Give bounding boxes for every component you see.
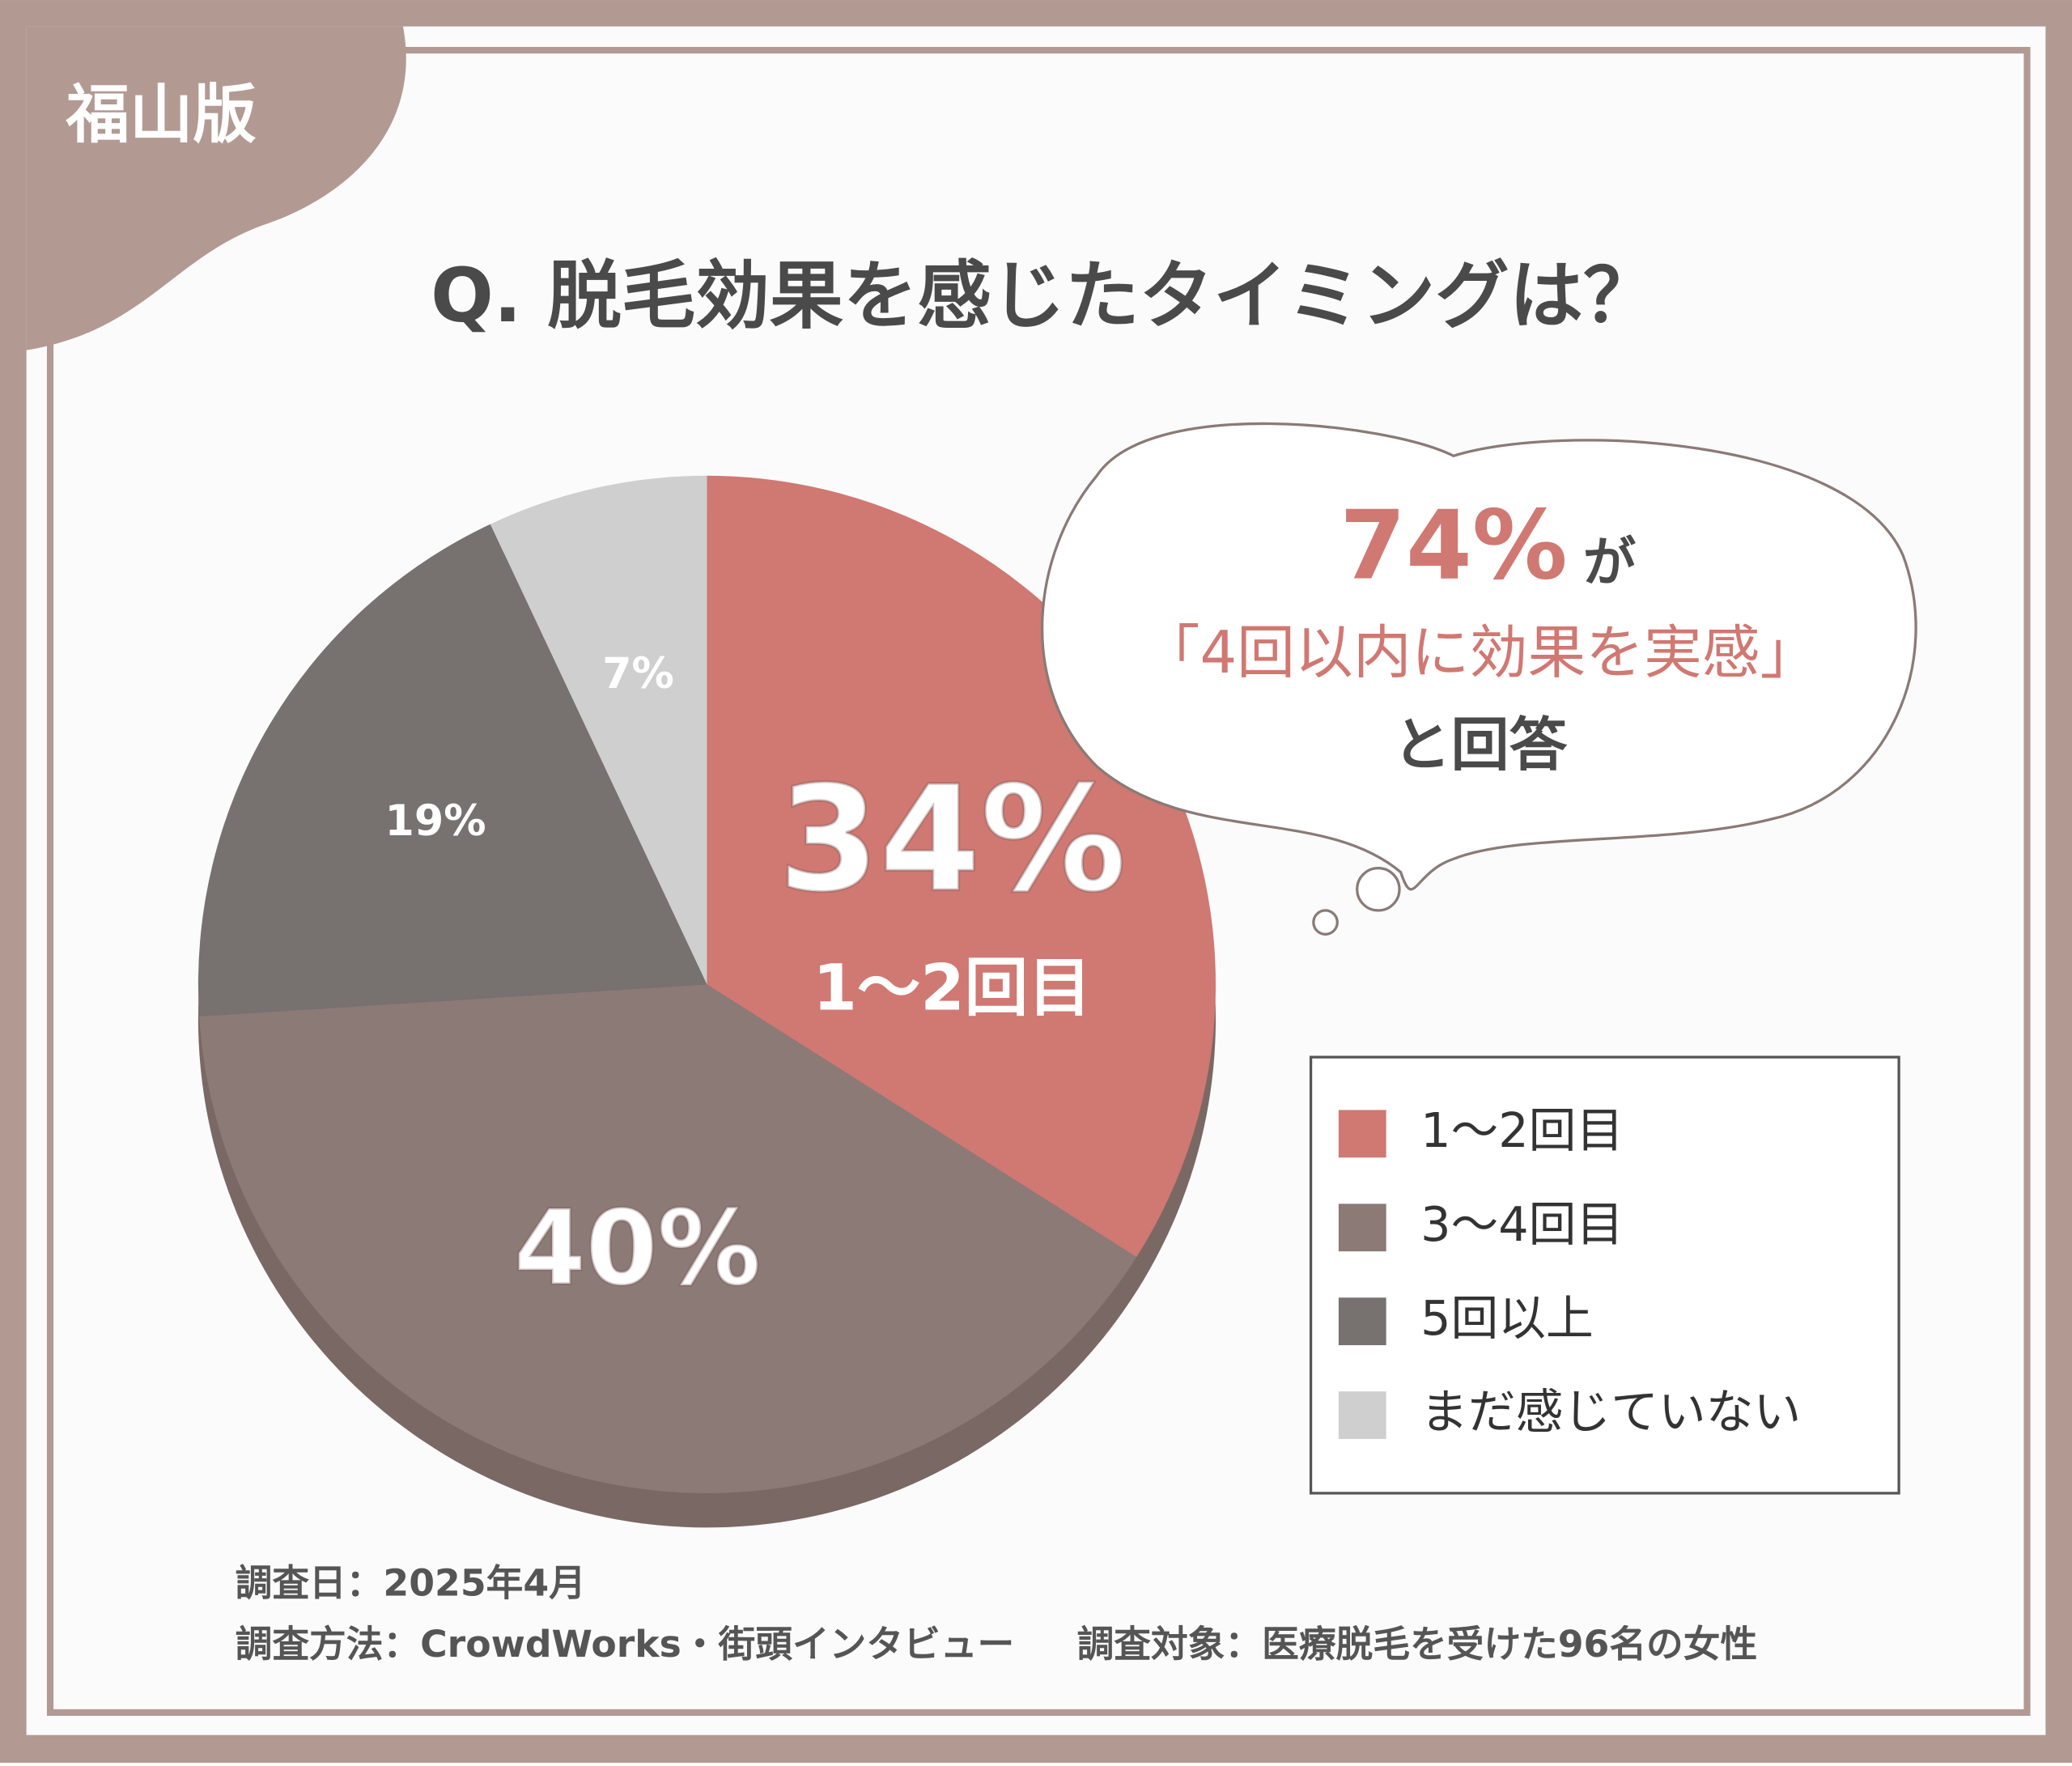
callout-text: と回答: [1393, 711, 1568, 779]
slice-category: 1～2回目: [813, 952, 1091, 1025]
legend-swatch: [1338, 1297, 1386, 1346]
badge-shape: [26, 26, 406, 350]
footer-method: 調査方法：CrowdWorks・街頭インタビュー: [236, 1623, 1015, 1666]
legend-box: [1309, 1055, 1900, 1495]
callout-text: が: [1583, 532, 1636, 593]
callout-highlight: 74%: [1340, 490, 1567, 601]
pie-slice: [197, 524, 707, 1017]
callout-quote: 「4回以内に効果を実感」: [1142, 618, 1819, 686]
pie-slice: [199, 984, 1137, 1493]
slice-label: 19%: [385, 797, 486, 846]
inner-border: [46, 46, 2031, 1717]
legend-swatch: [1338, 1204, 1386, 1252]
callout-dot: [1312, 909, 1339, 936]
callout-dot: [1356, 867, 1401, 912]
callout-bubble: [1040, 422, 1917, 891]
pie-slice: [490, 475, 707, 985]
legend-label: 5回以上: [1420, 1290, 1594, 1346]
footer-target: 調査対象：医療脱毛を受けた96名の女性: [1077, 1623, 1758, 1666]
badge: 福山版: [66, 78, 257, 151]
legend-swatch: [1338, 1391, 1386, 1439]
legend-label: 3～4回目: [1420, 1196, 1624, 1252]
chart-title: Q. 脱毛効果を感じたタイミングは？: [431, 253, 1657, 339]
slice-label: 40%: [514, 1189, 761, 1309]
legend-label: 1～2回目: [1420, 1102, 1624, 1158]
slice-label: 7%: [602, 650, 674, 698]
slice-label: 34%: [778, 755, 1126, 924]
footer-date: 調査日：2025年4月: [236, 1562, 586, 1605]
legend-swatch: [1338, 1110, 1386, 1158]
legend-label: まだ感じていない: [1420, 1384, 1801, 1440]
